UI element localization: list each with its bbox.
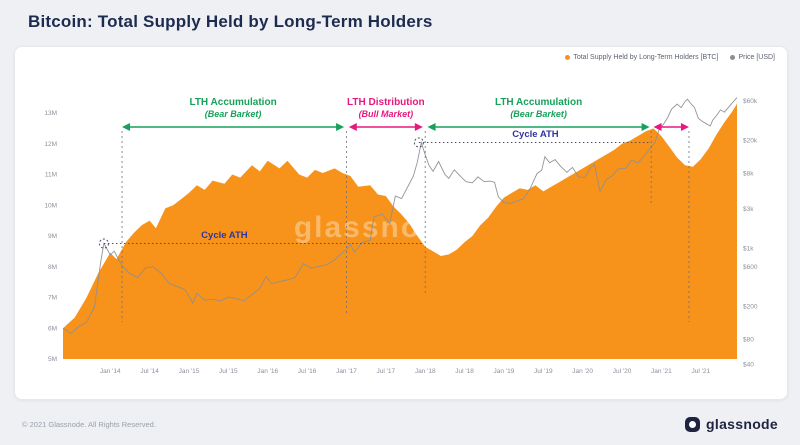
glassnode-logo-icon [685,416,701,432]
lth-supply-area [63,103,737,359]
glassnode-logo: glassnode [685,416,778,432]
x-axis-tick: Jan '16 [257,368,278,375]
phase-label-line1: LTH Accumulation [189,97,276,108]
x-axis-tick: Jan '18 [415,368,436,375]
x-axis-tick: Jul '16 [298,368,317,375]
x-axis-tick: Jan '19 [494,368,515,375]
orange-dot-icon [565,55,571,60]
right-axis-tick: $600 [743,264,758,271]
x-axis-tick: Jul '14 [140,368,159,375]
left-axis-tick: 7M [48,295,57,302]
legend-item-price[interactable]: Price [USD] [730,54,775,61]
price-line [62,97,738,334]
arrowhead-icon [336,123,345,131]
left-axis-tick: 6M [48,325,57,332]
right-axis-tick: $3k [743,206,754,213]
chart-canvas: glassnode13M12M11M10M9M8M7M6M5M$60k$20k$… [44,97,758,375]
arrowhead-icon [641,123,650,131]
arrowhead-icon [414,123,423,131]
x-axis-tick: Jul '21 [691,368,710,375]
x-axis-tick: Jul '18 [455,368,474,375]
left-axis-tick: 12M [44,141,57,148]
chart-card: Total Supply Held by Long-Term Holders [… [14,46,788,400]
right-axis-tick: $80 [743,337,754,344]
arrowhead-icon [122,123,131,131]
left-axis-tick: 10M [44,202,57,209]
legend-label-lth-supply: Total Supply Held by Long-Term Holders [… [573,54,719,61]
cycle-peak-marker [413,137,424,148]
right-axis-tick: $200 [743,304,758,311]
left-axis-tick: 13M [44,110,57,117]
left-axis-tick: 5M [48,356,57,363]
x-axis-tick: Jan '14 [100,368,121,375]
cycle-ath-label: Cycle ATH [201,230,248,241]
right-axis-tick: $60k [743,98,758,105]
phase-label-line2: (Bear Barket) [205,109,262,119]
arrowhead-icon [680,123,689,131]
right-axis-tick: $8k [743,171,754,178]
chart-legend: Total Supply Held by Long-Term Holders [… [565,54,775,61]
cycle-ath-label: Cycle ATH [512,129,559,140]
legend-item-lth-supply[interactable]: Total Supply Held by Long-Term Holders [… [565,54,718,61]
x-axis-tick: Jul '19 [534,368,553,375]
arrowhead-icon [653,123,662,131]
footer: © 2021 Glassnode. All Rights Reserved. g… [0,406,800,442]
right-axis-tick: $1k [743,246,754,253]
x-axis-tick: Jan '15 [179,368,200,375]
x-axis-tick: Jul '15 [219,368,238,375]
phase-label-line1: LTH Distribution [347,97,425,108]
x-axis-tick: Jan '17 [336,368,357,375]
x-axis-tick: Jul '20 [613,368,632,375]
legend-label-price: Price [USD] [738,54,775,61]
copyright-text: © 2021 Glassnode. All Rights Reserved. [22,419,156,429]
gray-dot-icon [730,55,736,60]
left-axis-tick: 9M [48,233,57,240]
x-axis-tick: Jan '21 [651,368,672,375]
x-axis-tick: Jan '20 [572,368,593,375]
glassnode-logo-text: glassnode [706,416,778,432]
page-title: Bitcoin: Total Supply Held by Long-Term … [28,12,433,31]
left-axis-tick: 11M [45,172,57,179]
phase-label-line2: (Bull Market) [359,109,414,119]
right-axis-tick: $20k [743,138,758,145]
cycle-peak-marker [98,238,109,249]
right-axis-tick: $40 [743,362,754,369]
left-axis-tick: 8M [48,264,57,271]
x-axis-tick: Jul '17 [377,368,396,375]
phase-label-line2: (Bear Barket) [510,109,567,119]
arrowhead-icon [427,123,436,131]
phase-label-line1: LTH Accumulation [495,97,582,108]
arrowhead-icon [348,123,357,131]
